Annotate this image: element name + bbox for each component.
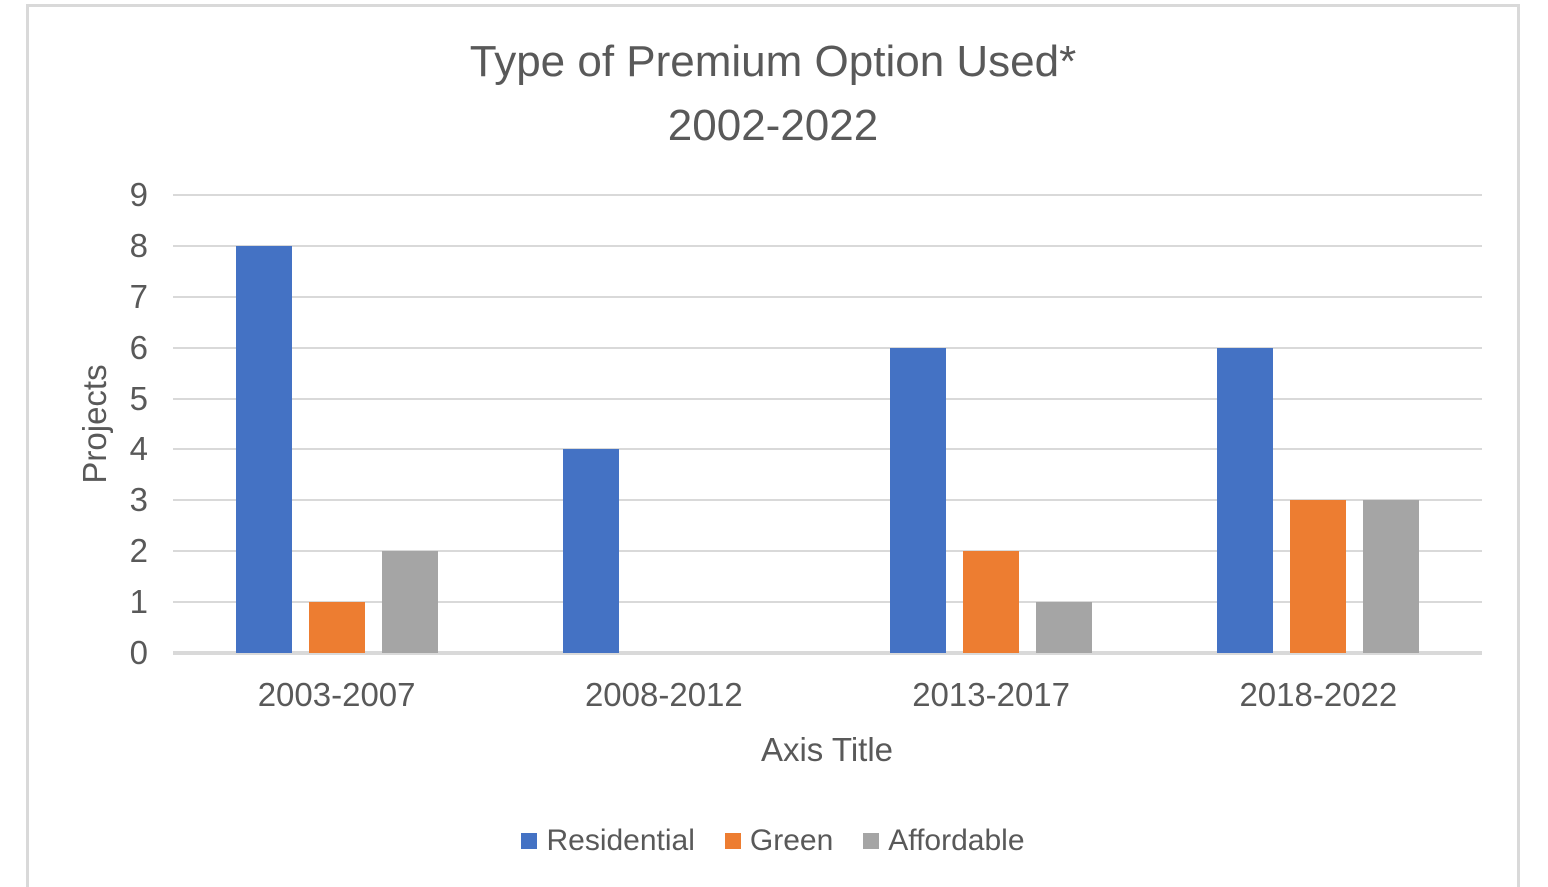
legend-swatch-icon	[521, 833, 538, 849]
bar-affordable-2003-2007	[381, 551, 438, 653]
bar-green-2018-2022	[1290, 500, 1347, 653]
legend-item-affordable: Affordable	[863, 824, 1025, 858]
bar-residential-2003-2007	[235, 245, 292, 653]
x-tick-label: 2003-2007	[257, 676, 416, 713]
legend: Residential Green Affordable	[26, 824, 1520, 858]
y-tick-label: 4	[129, 430, 148, 468]
x-axis-title: Axis Title	[760, 731, 894, 768]
chart-title-line-2: 2002-2022	[667, 101, 879, 150]
x-tick-label: 2013-2017	[912, 676, 1071, 713]
gridline	[173, 244, 1482, 247]
gridline	[173, 550, 1482, 553]
gridline	[173, 499, 1482, 502]
gridline	[173, 601, 1482, 604]
legend-swatch-icon	[724, 833, 741, 849]
bar-green-2013-2017	[963, 551, 1020, 653]
bar-residential-2018-2022	[1217, 347, 1274, 653]
bar-affordable-2018-2022	[1363, 500, 1420, 653]
legend-label: Residential	[546, 824, 695, 857]
gridline	[173, 194, 1482, 196]
gridline	[173, 346, 1482, 349]
legend-item-residential: Residential	[521, 824, 695, 858]
legend-item-green: Green	[724, 824, 834, 858]
bar-residential-2013-2017	[890, 347, 947, 653]
bar-green-2003-2007	[308, 602, 365, 653]
legend-swatch-icon	[863, 833, 880, 849]
y-tick-label: 6	[129, 328, 148, 366]
chart-title-line-1: Type of Premium Option Used*	[469, 37, 1077, 86]
y-tick-label: 8	[129, 226, 148, 264]
gridline	[173, 295, 1482, 298]
y-tick-label: 5	[129, 379, 148, 417]
y-tick-label: 7	[129, 277, 148, 315]
plot-area	[173, 194, 1482, 655]
chart-title: Type of Premium Option Used* 2002-2022	[26, 30, 1520, 158]
y-tick-label: 9	[129, 176, 148, 213]
gridline	[173, 397, 1482, 400]
y-tick-label: 0	[129, 634, 148, 671]
x-tick-label: 2018-2022	[1239, 676, 1398, 713]
bar-affordable-2013-2017	[1036, 602, 1093, 653]
y-tick-label: 3	[129, 481, 148, 519]
y-tick-label: 1	[129, 583, 148, 621]
legend-label: Green	[749, 824, 834, 857]
legend-label: Affordable	[888, 824, 1025, 857]
bar-residential-2008-2012	[562, 449, 619, 653]
y-tick-label: 2	[129, 532, 148, 570]
x-tick-label: 2008-2012	[584, 676, 743, 713]
gridline	[173, 448, 1482, 451]
x-axis-line	[173, 651, 1482, 655]
